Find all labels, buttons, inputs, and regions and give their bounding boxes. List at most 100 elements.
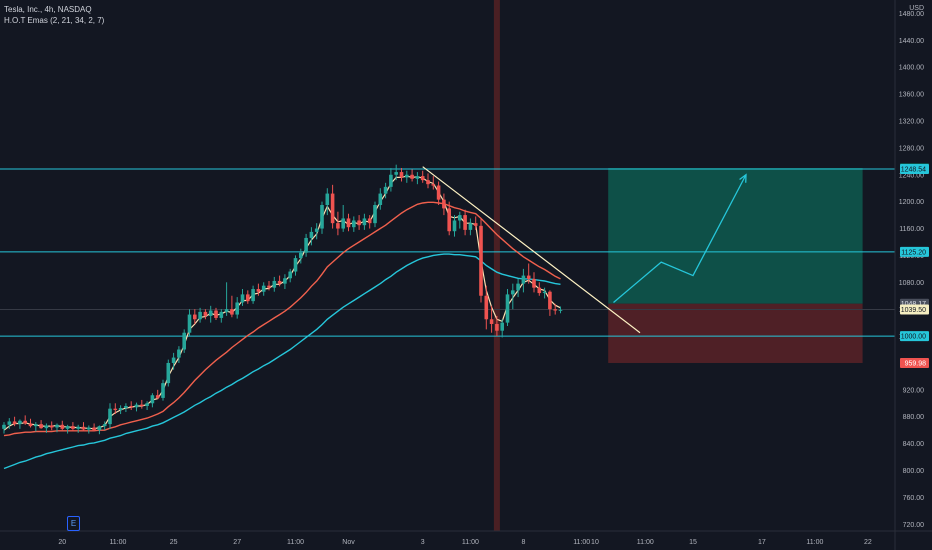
- price-axis-panel: [895, 0, 932, 550]
- ema-slow-line: [3, 253, 561, 470]
- y-tick-label: 760.00: [903, 495, 925, 502]
- y-tick-label: 920.00: [903, 387, 925, 394]
- candle-body: [362, 218, 367, 226]
- candle-body: [431, 184, 436, 186]
- price-tag-text: 1039.50: [901, 307, 926, 314]
- x-tick-label: 8: [521, 539, 525, 546]
- candle-body: [500, 322, 504, 331]
- candle-body: [341, 218, 345, 229]
- projection-path: [613, 174, 747, 303]
- price-tag-1000.00: [900, 331, 929, 342]
- candle-body: [288, 271, 292, 279]
- candle-body: [526, 275, 531, 279]
- candle-body: [177, 349, 181, 358]
- indicator-label[interactable]: H.O.T Emas (2, 21, 34, 2, 7): [4, 16, 105, 25]
- candle-body: [357, 220, 361, 226]
- y-tick-label: 1360.00: [899, 92, 924, 99]
- candle-body: [102, 424, 107, 427]
- candle-body: [458, 215, 462, 221]
- x-tick-label: 10: [591, 539, 599, 546]
- candle-body: [208, 310, 213, 316]
- candle-body: [97, 426, 102, 431]
- y-tick-label: 880.00: [903, 414, 925, 421]
- candle-body: [65, 426, 70, 429]
- candle-body: [166, 362, 171, 384]
- price-tag-text: 1125.20: [901, 249, 926, 256]
- y-tick-label: 1400.00: [899, 65, 924, 72]
- candle-body: [44, 425, 49, 429]
- y-tick-label: 1320.00: [899, 118, 924, 125]
- y-tick-label: 800.00: [903, 468, 925, 475]
- candle-body: [171, 357, 176, 363]
- x-tick-label: 17: [758, 539, 766, 546]
- candle-body: [304, 237, 308, 253]
- candle-body: [55, 424, 59, 428]
- candle-body: [256, 289, 261, 292]
- candle-body: [553, 309, 557, 311]
- candle-body: [230, 309, 234, 315]
- x-tick-label: 22: [864, 539, 872, 546]
- candle-body: [542, 291, 547, 294]
- candle-body: [352, 220, 356, 228]
- candle-body: [118, 407, 123, 411]
- candle-body: [2, 424, 6, 429]
- x-tick-label: 11:00: [287, 539, 304, 546]
- candle-body: [373, 205, 377, 224]
- candle-body: [330, 193, 335, 224]
- candle-body: [240, 294, 245, 303]
- candle-body: [76, 426, 80, 429]
- candle-body: [378, 193, 383, 206]
- x-tick-label: 3: [421, 539, 425, 546]
- stop-zone: [608, 303, 863, 363]
- candle-body: [71, 426, 75, 429]
- x-tick-label: 11:00: [462, 539, 479, 546]
- candle-body: [198, 311, 202, 320]
- candle-body: [203, 311, 208, 316]
- y-tick-label: 1080.00: [899, 280, 924, 287]
- y-tick-label: 840.00: [903, 441, 925, 448]
- candle-body: [155, 395, 160, 398]
- candle-body: [410, 174, 414, 179]
- candle-body: [145, 403, 149, 406]
- candle-body: [34, 424, 38, 427]
- ema-fast-line: [3, 175, 561, 431]
- candle-body: [405, 174, 409, 178]
- candle-body: [108, 408, 112, 425]
- candle-body: [193, 314, 197, 320]
- candle-body: [140, 404, 144, 406]
- candle-body: [516, 283, 520, 291]
- candle-body: [214, 310, 218, 318]
- price-tag-959.98: [900, 357, 929, 368]
- candle-body: [473, 223, 478, 226]
- candle-body: [7, 421, 12, 425]
- price-tag-text: 1248.54: [901, 167, 926, 174]
- candle-body: [389, 174, 393, 187]
- candle-body: [442, 199, 446, 209]
- candle-body: [383, 186, 388, 194]
- candle-body: [267, 285, 271, 288]
- candle-body: [394, 172, 398, 175]
- symbol-title[interactable]: Tesla, Inc., 4h, NASDAQ: [4, 5, 92, 14]
- candle-body: [299, 252, 303, 259]
- candle-body: [219, 311, 224, 318]
- candle-body: [261, 285, 266, 292]
- candle-body: [28, 423, 33, 427]
- candle-body: [468, 223, 473, 230]
- candle-body: [505, 294, 510, 323]
- candle-body: [452, 220, 457, 232]
- chart-legend: Tesla, Inc., 4h, NASDAQ H.O.T Emas (2, 2…: [4, 4, 104, 26]
- candle-body: [309, 231, 314, 238]
- candle-body: [134, 404, 139, 408]
- x-tick-label: Nov: [342, 539, 355, 546]
- candle-body: [87, 427, 91, 430]
- price-tag-text: 959.98: [905, 360, 927, 367]
- trendline: [422, 166, 641, 334]
- price-tag-1039.50: [900, 304, 929, 315]
- candle-body: [251, 289, 255, 302]
- earnings-badge-icon[interactable]: E: [67, 516, 80, 531]
- candle-body: [495, 323, 499, 331]
- candle-body: [187, 314, 192, 333]
- candle-body: [12, 421, 17, 425]
- candle-body: [320, 205, 324, 229]
